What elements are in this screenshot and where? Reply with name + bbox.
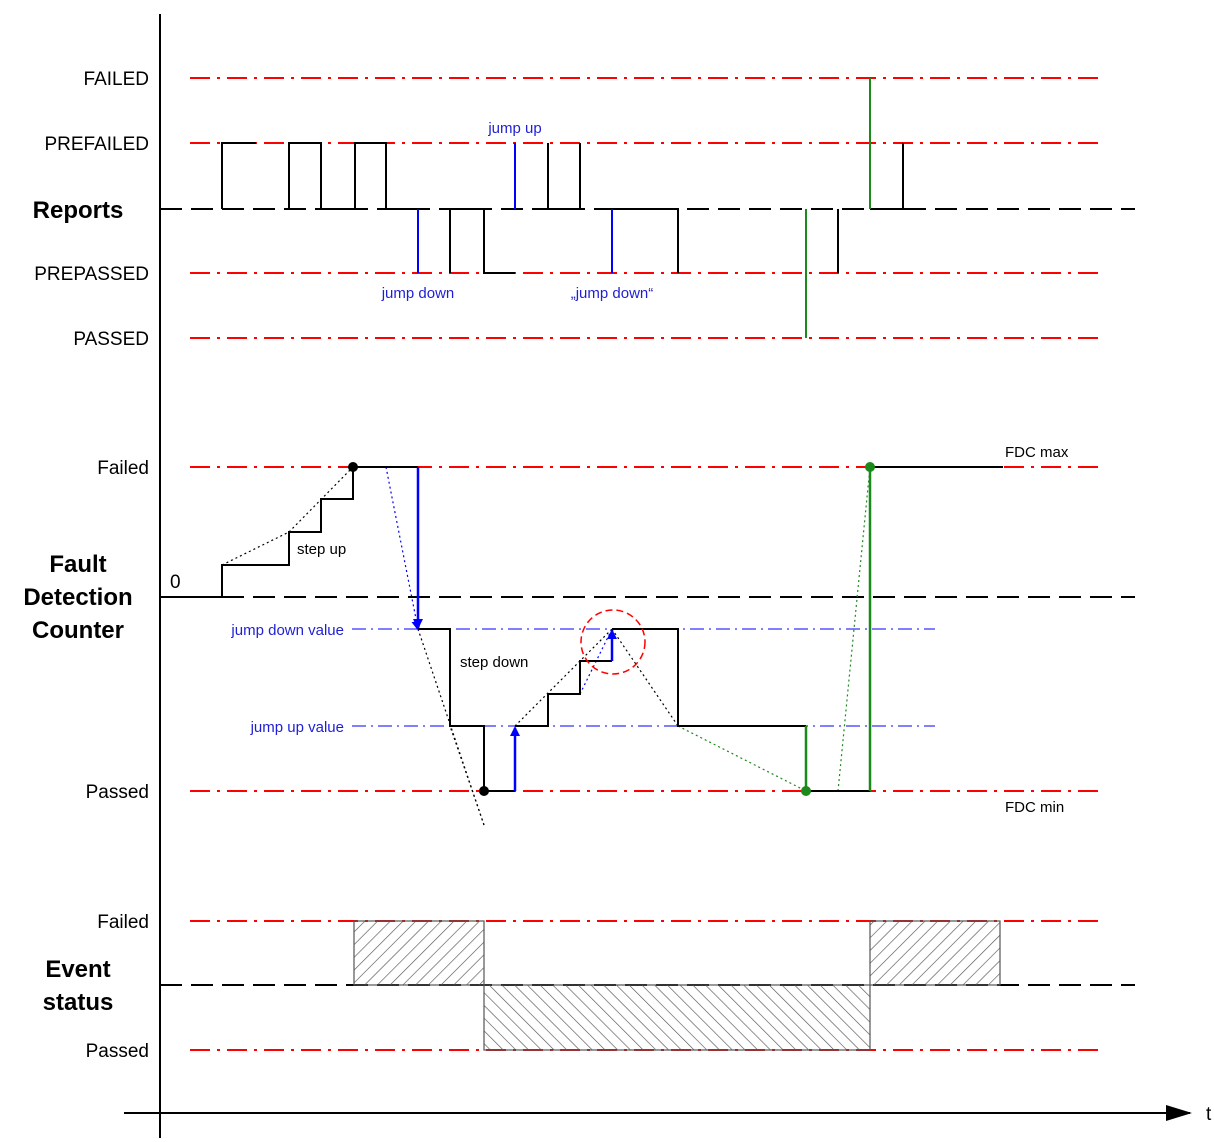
fdc-min-label: FDC min xyxy=(1005,799,1064,816)
event-failed-block-2 xyxy=(869,920,1001,986)
annotation-jump-down: jump down xyxy=(381,285,455,302)
section-label-reports: Reports xyxy=(33,197,124,224)
section-label-status: status xyxy=(43,989,114,1016)
section-label-detection: Detection xyxy=(23,584,132,611)
fdc-step-curve-plateau xyxy=(612,628,806,727)
step-up-label: step up xyxy=(297,541,346,558)
jump-down-value-label: jump down value xyxy=(230,622,344,639)
fdc-dot-green-max xyxy=(865,462,875,472)
fdc-step-curve-rise xyxy=(160,466,418,598)
fdc-step-curve-descend xyxy=(418,628,515,792)
fdc-level-failed: Failed xyxy=(97,458,149,479)
report-pulses-jump xyxy=(417,143,613,273)
fdc-jump-arrows xyxy=(413,467,617,791)
fdc-direct-transitions xyxy=(804,467,872,791)
section-label-counter: Counter xyxy=(32,617,124,644)
fdc-level-passed: Passed xyxy=(86,782,149,803)
reports-threshold-lines xyxy=(190,77,1100,339)
level-label-prefailed: PREFAILED xyxy=(44,134,149,155)
annotation-jump-down-quoted: „jump down“ xyxy=(571,285,654,302)
time-axis-label: t xyxy=(1206,1104,1212,1125)
fdc-step-curve-climb xyxy=(515,660,612,727)
section-label-event: Event xyxy=(45,956,110,983)
fdc-trend-lines-green xyxy=(677,466,871,792)
event-passed-block xyxy=(483,984,871,1051)
report-pulses-direct xyxy=(805,78,871,338)
limit-highlight-circle xyxy=(580,609,646,675)
fdc-dot-green-min xyxy=(801,786,811,796)
fdc-dot-min xyxy=(479,786,489,796)
jump-up-value-label: jump up value xyxy=(250,719,344,736)
fdc-zero-label: 0 xyxy=(170,572,181,593)
fdc-dot-max xyxy=(348,462,358,472)
fdc-jump-value-lines xyxy=(352,628,935,727)
event-level-passed: Passed xyxy=(86,1041,149,1062)
section-label-fault: Fault xyxy=(49,551,106,578)
event-level-failed: Failed xyxy=(97,912,149,933)
level-label-passed: PASSED xyxy=(73,329,149,350)
level-label-failed: FAILED xyxy=(84,69,149,90)
level-label-prepassed: PREPASSED xyxy=(34,264,149,285)
report-pulses-black xyxy=(221,142,904,274)
fdc-max-label: FDC max xyxy=(1005,444,1069,461)
annotation-jump-up: jump up xyxy=(487,120,541,137)
event-failed-block-1 xyxy=(353,920,485,986)
step-down-label: step down xyxy=(460,654,528,671)
